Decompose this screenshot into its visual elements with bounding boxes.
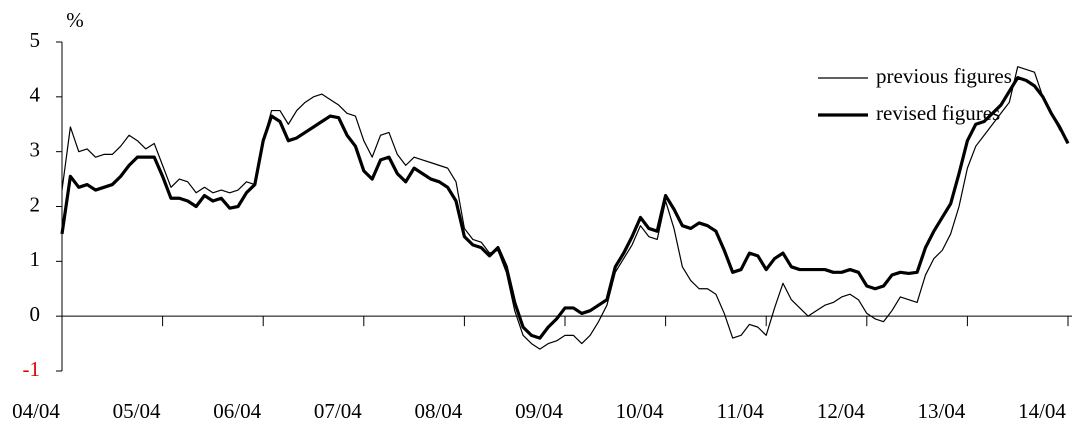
y-tick-label: 2	[30, 192, 41, 216]
legend-label: previous figures	[876, 64, 1012, 88]
legend-label: revised figures	[876, 101, 1000, 125]
x-tick-label: 11/04	[717, 399, 765, 423]
y-tick-label: 3	[30, 137, 41, 161]
y-tick-label: 0	[30, 302, 41, 326]
y-unit-label: %	[66, 8, 84, 32]
x-tick-label: 09/04	[515, 399, 563, 423]
x-tick-label: 07/04	[314, 399, 362, 423]
x-tick-label: 05/04	[113, 399, 161, 423]
y-tick-label: 1	[30, 247, 41, 271]
x-tick-label: 08/04	[414, 399, 462, 423]
x-tick-label: 13/04	[917, 399, 965, 423]
x-tick-label: 12/04	[817, 399, 865, 423]
line-series	[60, 76, 1070, 340]
x-tick-label: 10/04	[616, 399, 664, 423]
x-tick-label: 14/04	[1018, 399, 1066, 423]
x-tick-label: 06/04	[213, 399, 261, 423]
x-tick-label: 04/04	[12, 399, 60, 423]
line-series	[61, 66, 1069, 350]
y-tick-label: 5	[30, 28, 41, 52]
y-tick-label: 4	[30, 83, 41, 107]
y-tick-label: -1	[23, 357, 41, 381]
